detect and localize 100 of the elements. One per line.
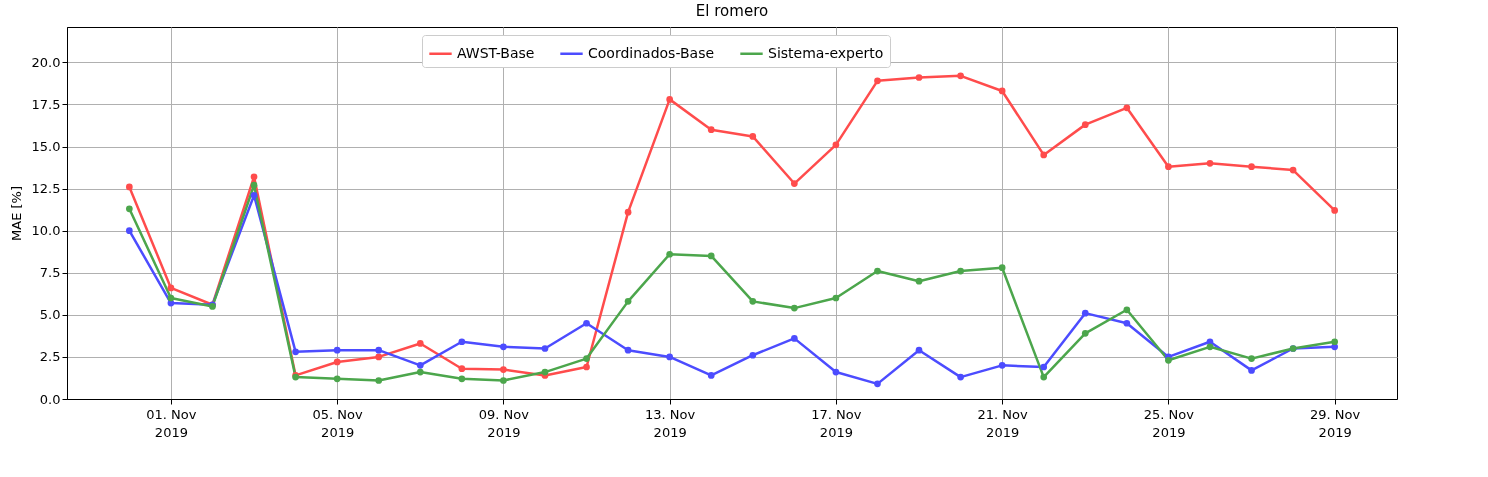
point xyxy=(125,205,133,213)
point xyxy=(416,361,424,369)
point xyxy=(790,304,798,312)
point xyxy=(1123,306,1131,314)
point xyxy=(624,208,632,216)
point xyxy=(500,377,507,384)
point xyxy=(1331,338,1339,346)
x-tick-label: 21. Nov 2019 xyxy=(977,406,1029,440)
y-tick-label: 17.5 xyxy=(31,96,61,112)
legend-label: Coordinados-Base xyxy=(588,44,715,61)
point xyxy=(624,346,632,354)
point xyxy=(583,363,590,371)
x-tick-label: 29. Nov 2019 xyxy=(1310,406,1361,440)
point xyxy=(790,180,798,187)
point xyxy=(749,298,757,305)
legend-label: AWST-Base xyxy=(457,44,535,61)
point xyxy=(749,351,757,359)
x-tick-label: 25. Nov 2019 xyxy=(1143,406,1195,440)
point xyxy=(333,358,341,366)
point xyxy=(1248,355,1255,362)
point xyxy=(1206,338,1214,346)
point xyxy=(1040,373,1048,381)
point xyxy=(333,375,341,383)
y-tick-label: 15.0 xyxy=(31,139,61,155)
point xyxy=(998,361,1006,369)
point xyxy=(832,294,840,302)
point xyxy=(250,191,258,199)
point xyxy=(957,373,964,381)
y-axis-title: MAE [%] xyxy=(8,186,24,241)
point xyxy=(458,365,466,373)
point xyxy=(1248,163,1255,171)
point xyxy=(250,181,258,189)
point xyxy=(998,87,1006,95)
point xyxy=(1248,367,1255,374)
point xyxy=(416,368,424,376)
point xyxy=(1081,309,1089,317)
point xyxy=(957,72,964,80)
y-tick-label: 5.0 xyxy=(39,307,61,323)
point xyxy=(874,77,881,85)
point xyxy=(333,346,341,354)
point xyxy=(998,264,1006,272)
point xyxy=(458,338,466,346)
point xyxy=(707,126,715,134)
point xyxy=(458,375,466,383)
point xyxy=(1081,121,1089,128)
point xyxy=(500,343,507,351)
y-tick-label: 0.0 xyxy=(39,391,61,407)
point xyxy=(583,319,590,327)
point xyxy=(375,346,383,354)
point xyxy=(500,366,507,373)
x-tick-label: 13. Nov 2019 xyxy=(645,406,696,440)
x-tick-label: 01. Nov 2019 xyxy=(146,406,197,440)
point xyxy=(250,173,258,181)
y-tick-label: 2.5 xyxy=(39,349,61,365)
point xyxy=(707,252,715,260)
point xyxy=(874,267,881,275)
point xyxy=(666,96,674,103)
point xyxy=(1123,104,1131,112)
point xyxy=(1206,343,1214,351)
point xyxy=(167,294,175,302)
point xyxy=(832,368,840,376)
point xyxy=(666,353,674,361)
point xyxy=(1040,363,1048,371)
point xyxy=(874,380,881,388)
x-tick-label: 17. Nov 2019 xyxy=(811,406,862,440)
point xyxy=(1040,151,1048,159)
chart-title: El romero xyxy=(695,2,769,20)
y-tick-label: 10.0 xyxy=(31,223,61,239)
point xyxy=(167,284,175,292)
point xyxy=(416,340,424,347)
point xyxy=(666,250,674,258)
point xyxy=(375,353,383,361)
point xyxy=(125,183,133,191)
point xyxy=(957,267,964,275)
point xyxy=(292,348,299,356)
point xyxy=(749,133,757,140)
point xyxy=(1123,319,1131,327)
x-tick-label: 09. Nov 2019 xyxy=(478,406,530,440)
point xyxy=(1206,160,1214,167)
point xyxy=(1331,207,1339,214)
point xyxy=(915,346,923,354)
legend-label: Sistema-experto xyxy=(768,44,884,61)
point xyxy=(541,368,549,376)
point xyxy=(125,227,133,235)
point xyxy=(832,141,840,149)
y-tick-label: 12.5 xyxy=(31,181,61,197)
point xyxy=(915,74,923,81)
point xyxy=(915,277,923,285)
point xyxy=(707,372,715,379)
point xyxy=(583,355,590,362)
point xyxy=(624,298,632,305)
point xyxy=(790,335,798,342)
y-tick-label: 20.0 xyxy=(31,54,61,70)
point xyxy=(1081,330,1089,337)
point xyxy=(1289,166,1297,174)
x-tick-label: 05. Nov 2019 xyxy=(312,406,364,440)
y-tick-label: 7.5 xyxy=(39,265,61,281)
point xyxy=(1165,163,1172,171)
point xyxy=(375,377,383,384)
point xyxy=(541,345,549,352)
